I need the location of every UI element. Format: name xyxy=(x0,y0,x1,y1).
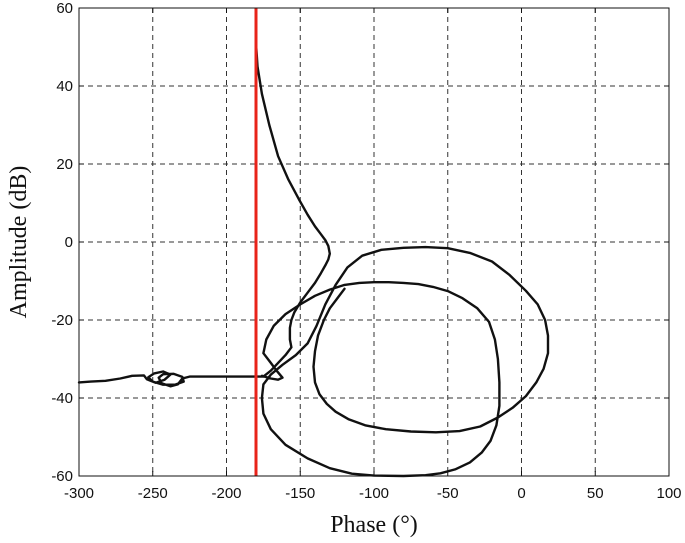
x-tick-label: -100 xyxy=(359,485,389,502)
y-tick-label: -20 xyxy=(51,312,73,329)
x-tick-label: -50 xyxy=(437,485,459,502)
y-tick-labels: -60 -40 -20 0 20 40 60 xyxy=(51,0,73,485)
x-tick-label: -150 xyxy=(285,485,315,502)
x-tick-label: -300 xyxy=(64,485,94,502)
x-tick-label: -200 xyxy=(211,485,241,502)
x-tick-labels: -300 -250 -200 -150 -100 -50 0 50 100 xyxy=(64,485,682,502)
x-tick-label: 0 xyxy=(517,485,525,502)
y-tick-label: 60 xyxy=(56,0,73,17)
grid-lines xyxy=(79,8,669,476)
series-curves xyxy=(77,41,550,478)
plot-frame xyxy=(78,7,670,477)
x-tick-label: 50 xyxy=(587,485,604,502)
x-tick-label: 100 xyxy=(656,485,681,502)
x-axis-title: Phase (°) xyxy=(330,512,418,538)
series-curve-2 xyxy=(260,245,550,478)
y-tick-label: -40 xyxy=(51,390,73,407)
y-tick-label: 20 xyxy=(56,156,73,173)
series-curve-1 xyxy=(77,41,331,388)
y-tick-label: 40 xyxy=(56,78,73,95)
y-axis-title: Amplitude (dB) xyxy=(6,166,32,319)
x-tick-label: -250 xyxy=(138,485,168,502)
y-tick-label: 0 xyxy=(65,234,73,251)
y-tick-label: -60 xyxy=(51,468,73,485)
